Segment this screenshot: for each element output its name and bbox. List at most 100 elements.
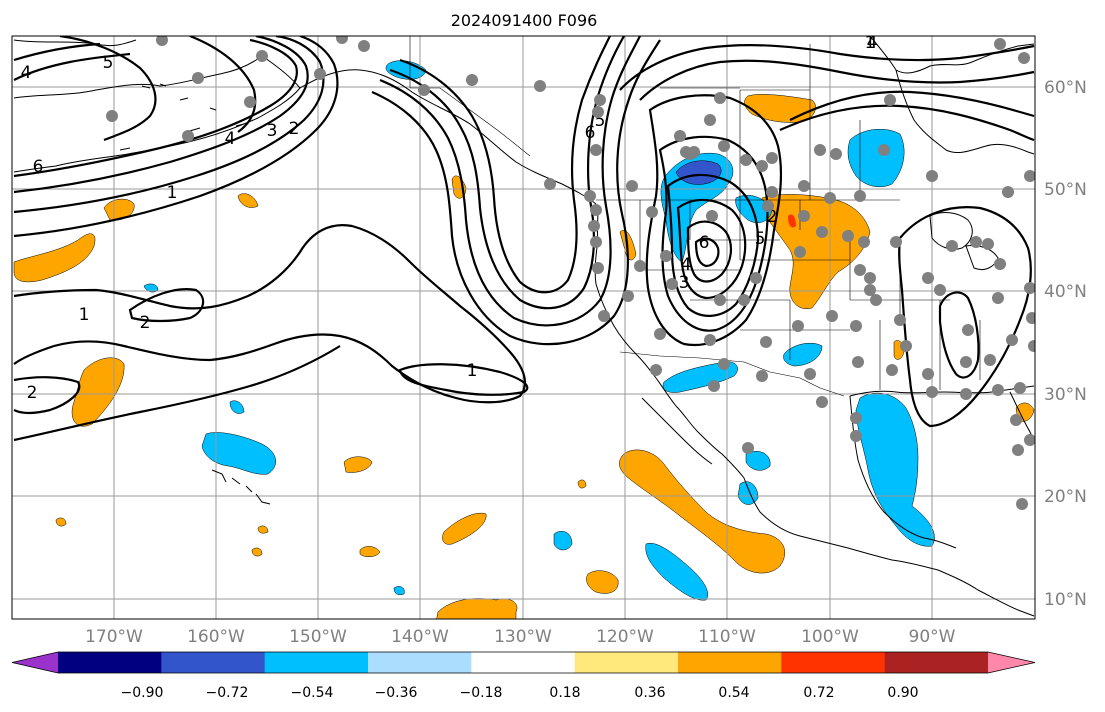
contour-line — [13, 36, 339, 238]
colorbar-tick-label: 0.18 — [549, 685, 580, 701]
station-dot — [760, 336, 772, 348]
station-dot — [960, 356, 972, 368]
station-dot — [666, 278, 678, 290]
station-dot — [358, 40, 370, 52]
colorbar-segment — [678, 652, 782, 673]
station-dot — [654, 328, 666, 340]
station-dot — [970, 236, 982, 248]
station-dot — [798, 210, 810, 222]
station-dot — [894, 314, 906, 326]
latitude-label: 20°N — [1044, 487, 1087, 507]
latitude-label: 40°N — [1044, 282, 1087, 302]
station-dot — [1016, 498, 1028, 510]
contour-line — [13, 376, 81, 415]
station-dot — [534, 80, 546, 92]
positive-anomaly-area — [13, 233, 96, 283]
positive-anomaly-areas — [13, 94, 1035, 619]
contour-line — [13, 345, 341, 442]
station-markers — [106, 36, 1035, 510]
colorbar — [11, 651, 1036, 674]
contour-label: 3 — [679, 273, 690, 293]
contour-label: 5 — [103, 53, 114, 73]
station-dot — [622, 290, 634, 302]
station-dot — [992, 384, 1004, 396]
negative-anomaly-area — [229, 400, 245, 414]
contour-label: 5 — [755, 229, 766, 249]
station-dot — [850, 320, 862, 332]
colorbar-tick-label: −0.36 — [375, 685, 418, 701]
us-mexico-border — [619, 351, 845, 397]
station-dot — [598, 310, 610, 322]
negative-anomaly-area — [745, 451, 771, 471]
station-dot — [588, 220, 600, 232]
station-dot — [864, 284, 876, 296]
contour-label: 2 — [27, 383, 38, 403]
contour-line — [371, 39, 661, 346]
colorbar-outline — [11, 651, 1036, 674]
longitude-label: 100°W — [801, 627, 859, 647]
station-dot — [756, 160, 768, 172]
station-dot — [592, 106, 604, 118]
longitude-label: 130°W — [494, 627, 552, 647]
contour-line — [399, 36, 611, 294]
colorbar-extend-low — [12, 652, 58, 673]
contour-line — [619, 44, 1035, 91]
station-dot — [684, 148, 696, 160]
florida-coast — [1009, 391, 1035, 441]
station-dot — [1024, 434, 1035, 446]
contour-line — [938, 291, 980, 379]
negative-anomaly-area — [553, 531, 573, 551]
station-dot — [590, 204, 602, 216]
station-dot — [1024, 282, 1035, 294]
contour-label: 4 — [21, 63, 32, 83]
station-dot — [244, 96, 256, 108]
contour-line — [666, 173, 760, 317]
longitude-labels: 170°W 160°W 150°W 140°W 130°W 120°W 110°… — [85, 627, 956, 647]
gulf-of-mexico-coast — [849, 385, 1035, 397]
colorbar-tick-labels: −0.90 −0.72 −0.54 −0.36 −0.18 0.18 0.36 … — [121, 685, 919, 701]
longitude-label: 150°W — [289, 627, 347, 647]
negative-anomaly-area — [143, 283, 159, 293]
longitude-label: 140°W — [391, 627, 449, 647]
station-dot — [740, 154, 752, 166]
contour-line — [779, 104, 1035, 142]
strong-negative-anomaly-area — [675, 160, 722, 185]
station-dot — [994, 38, 1006, 50]
station-dot — [982, 238, 994, 250]
latitude-label: 30°N — [1044, 385, 1087, 405]
station-dot — [984, 354, 996, 366]
station-dot — [1024, 170, 1035, 182]
latitude-label: 10°N — [1044, 590, 1087, 610]
map-frame — [11, 35, 1036, 620]
station-dot — [842, 230, 854, 242]
station-dot — [336, 36, 348, 44]
contour-line — [13, 42, 101, 62]
contour-line — [13, 36, 309, 194]
station-dot — [418, 84, 430, 96]
colorbar-extend-high — [988, 652, 1035, 673]
station-dot — [798, 180, 810, 192]
positive-anomaly-area — [619, 449, 785, 574]
contour-label: 4 — [867, 33, 878, 53]
contour-line — [676, 198, 747, 300]
station-dot — [706, 210, 718, 222]
station-dot — [544, 178, 556, 190]
station-dot — [584, 190, 596, 202]
station-dot — [750, 272, 762, 284]
station-dot — [762, 200, 774, 212]
station-dot — [192, 72, 204, 84]
station-dot — [1014, 382, 1026, 394]
station-dot — [660, 250, 672, 262]
station-dot — [106, 110, 118, 122]
colorbar-tick-label: −0.72 — [206, 685, 249, 701]
graticule — [12, 36, 1035, 619]
contour-line — [686, 220, 732, 283]
station-dot — [156, 36, 168, 46]
map-content: 5 4 6 4 3 2 1 1 2 1 2 1 6 5 6 5 4 3 2 4 — [12, 33, 1035, 619]
longitude-label: 170°W — [85, 627, 143, 647]
station-dot — [634, 260, 646, 272]
contour-label: 6 — [33, 157, 44, 177]
hudson-bay-coast — [869, 36, 1035, 74]
positive-anomaly-area — [55, 517, 67, 527]
contour-line — [645, 94, 783, 346]
